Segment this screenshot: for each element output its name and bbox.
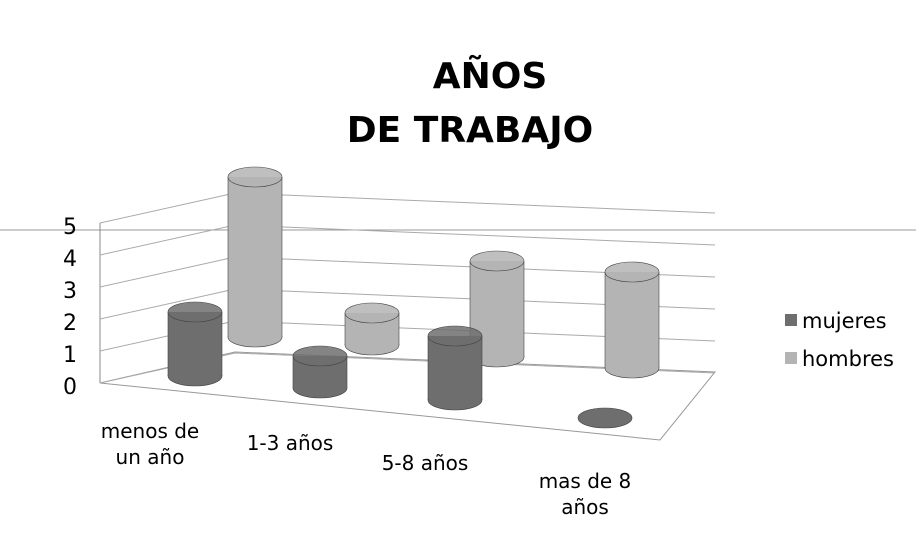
y-tick-label: 3	[63, 279, 77, 304]
cylinder-top	[292, 345, 348, 367]
cylinder	[605, 272, 659, 368]
cylinder-top	[167, 301, 223, 323]
x-tick-label: 5-8 años	[381, 451, 469, 475]
cylinder-top	[227, 166, 283, 188]
cylinder-top	[469, 250, 525, 272]
cylinder	[228, 177, 282, 337]
chart-title: AÑOS	[433, 55, 548, 97]
cylinder-top	[344, 302, 400, 324]
cylinder	[428, 336, 482, 400]
cylinder-top	[604, 261, 660, 283]
grid-line	[99, 192, 716, 224]
x-tick-label: menos de un año	[100, 419, 200, 469]
legend-swatch	[785, 314, 797, 326]
y-tick-label: 4	[63, 247, 77, 272]
legend-label: mujeres	[802, 309, 887, 333]
grid-line	[99, 352, 716, 384]
cylinder-top	[427, 325, 483, 347]
cylinder	[577, 407, 633, 429]
y-tick-label: 2	[63, 311, 77, 336]
y-tick-label: 5	[63, 215, 77, 240]
legend-label: hombres	[802, 347, 894, 371]
chart-title: DE TRABAJO	[347, 110, 593, 151]
cylinder	[168, 312, 222, 376]
x-tick-label: mas de 8 años	[538, 469, 632, 519]
legend-swatch	[785, 352, 797, 364]
y-tick-label: 0	[63, 375, 77, 400]
y-tick-label: 1	[63, 343, 77, 368]
x-tick-label: 1-3 años	[246, 431, 334, 455]
